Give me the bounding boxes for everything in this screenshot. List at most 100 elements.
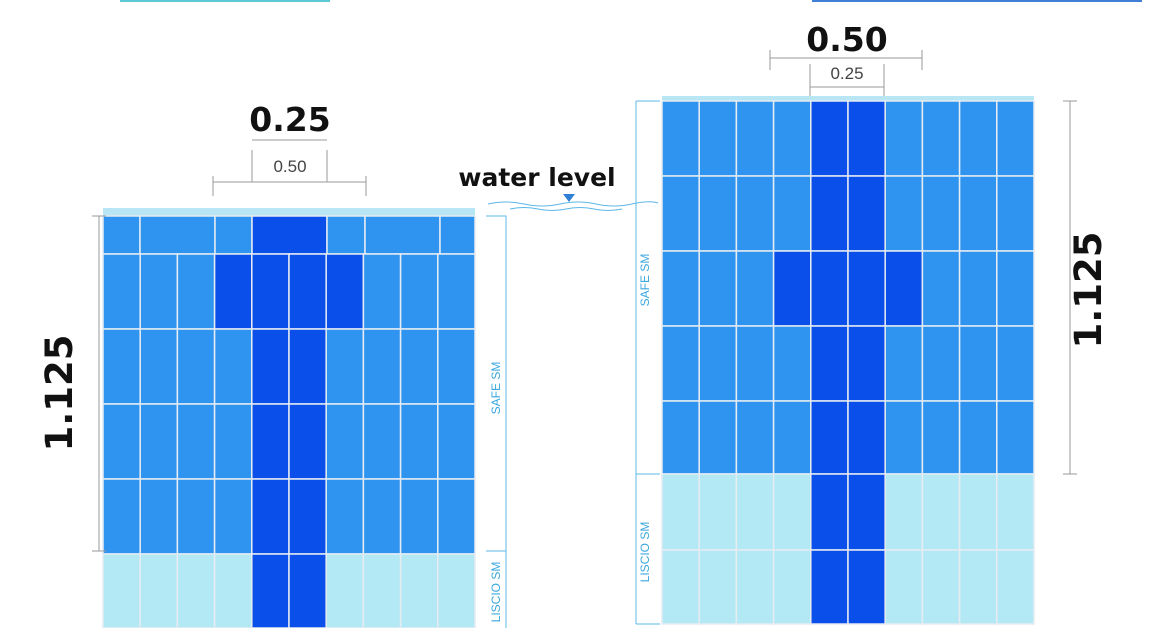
water-level-marker: water level bbox=[458, 163, 659, 211]
right-height-dimension bbox=[1063, 100, 1077, 475]
left-cell-r2-c7 bbox=[362, 403, 402, 480]
water-level-wave-2 bbox=[509, 207, 623, 211]
right-cell-r4-c8 bbox=[958, 400, 998, 475]
left-cell-r3-c9 bbox=[437, 478, 476, 555]
right-cell-r1-c0 bbox=[661, 175, 700, 252]
right-cell-r5-c2 bbox=[735, 473, 775, 551]
right-cell-r3-c6 bbox=[884, 325, 924, 402]
left-cell-r4-c6 bbox=[325, 553, 365, 628]
right-cell-r3-c1 bbox=[698, 325, 738, 402]
left-height-dimension bbox=[92, 215, 106, 552]
left-cell-r0-c0 bbox=[102, 253, 141, 330]
left-cell-r0-c3 bbox=[213, 253, 253, 330]
left-top-dimension bbox=[212, 176, 367, 196]
right-cell-r2-c3 bbox=[772, 250, 812, 327]
left-cell-r1-c1 bbox=[139, 328, 179, 405]
right-cell-r2-c5 bbox=[847, 250, 886, 327]
left-cell-r0-c6 bbox=[325, 253, 365, 330]
left-cell-r3-c3 bbox=[213, 478, 253, 555]
left-cell-r2-c9 bbox=[437, 403, 476, 480]
left-height-label: 1.125 bbox=[38, 334, 81, 451]
left-cell-r3-c8 bbox=[399, 478, 439, 555]
right-cell-r1-c4 bbox=[810, 175, 849, 252]
right-cell-r3-c8 bbox=[958, 325, 998, 402]
right-cell-r5-c9 bbox=[996, 473, 1035, 551]
left-cell-r4-c4 bbox=[251, 553, 290, 628]
right-cell-r0-c1 bbox=[698, 100, 738, 177]
right-cell-r6-c6 bbox=[884, 549, 924, 625]
left-zone-upper-label: SAFE SM bbox=[489, 362, 503, 415]
left-cell-r3-c0 bbox=[102, 478, 141, 555]
left-cell-r0-c1 bbox=[139, 215, 216, 255]
right-panel: 0.50 0.25 1.125 SAFE SM LISCIO SM bbox=[635, 20, 1110, 625]
right-cell-r2-c9 bbox=[996, 250, 1035, 327]
right-cell-r2-c6 bbox=[884, 250, 924, 327]
right-cell-r4-c2 bbox=[735, 400, 775, 475]
right-cell-r0-c6 bbox=[884, 100, 924, 177]
left-cell-r3-c1 bbox=[139, 478, 179, 555]
right-cell-r0-c0 bbox=[661, 100, 700, 177]
right-cell-r6-c8 bbox=[958, 549, 998, 625]
right-cell-r3-c3 bbox=[772, 325, 812, 402]
left-cell-r2-c8 bbox=[399, 403, 439, 480]
right-cell-r4-c0 bbox=[661, 400, 700, 475]
left-cell-r1-c7 bbox=[362, 328, 402, 405]
right-cell-r6-c9 bbox=[996, 549, 1035, 625]
right-cells bbox=[661, 100, 1035, 625]
left-cell-r1-c0 bbox=[102, 328, 141, 405]
water-level-label: water level bbox=[458, 163, 615, 192]
right-cell-r5-c3 bbox=[772, 473, 812, 551]
right-cell-r6-c2 bbox=[735, 549, 775, 625]
left-cell-r3-c5 bbox=[288, 478, 327, 555]
left-top-band bbox=[103, 208, 475, 216]
right-cell-r3-c5 bbox=[847, 325, 886, 402]
right-top-band bbox=[662, 96, 1034, 101]
right-cell-r6-c4 bbox=[810, 549, 849, 625]
right-cell-r1-c7 bbox=[921, 175, 961, 252]
right-cell-r4-c1 bbox=[698, 400, 738, 475]
left-cell-r1-c9 bbox=[437, 328, 476, 405]
right-cell-r6-c0 bbox=[661, 549, 700, 625]
right-cell-r1-c5 bbox=[847, 175, 886, 252]
right-cell-r5-c6 bbox=[884, 473, 924, 551]
right-cell-r0-c8 bbox=[958, 100, 998, 177]
left-inner-dimension bbox=[251, 139, 328, 182]
right-cell-r0-c5 bbox=[847, 100, 886, 177]
right-cell-r2-c0 bbox=[661, 250, 700, 327]
right-cell-r0-c2 bbox=[735, 100, 775, 177]
right-cell-r5-c4 bbox=[810, 473, 849, 551]
left-cell-r0-c7 bbox=[362, 253, 402, 330]
left-cell-r4-c1 bbox=[139, 553, 179, 628]
left-cell-r4-c9 bbox=[437, 553, 476, 628]
left-cell-r0-c4 bbox=[326, 215, 366, 255]
right-cell-r2-c1 bbox=[698, 250, 738, 327]
left-cell-r3-c6 bbox=[325, 478, 365, 555]
right-cell-r5-c7 bbox=[921, 473, 961, 551]
left-cell-r0-c5 bbox=[288, 253, 327, 330]
right-cell-r5-c8 bbox=[958, 473, 998, 551]
left-cell-r4-c0 bbox=[102, 553, 141, 628]
left-cell-r3-c4 bbox=[251, 478, 290, 555]
right-cell-r4-c7 bbox=[921, 400, 961, 475]
left-cell-r0-c4 bbox=[251, 253, 290, 330]
left-cell-r2-c3 bbox=[213, 403, 253, 480]
right-cell-r0-c4 bbox=[810, 100, 849, 177]
right-cell-r3-c0 bbox=[661, 325, 700, 402]
left-inner-label: 0.50 bbox=[273, 157, 306, 176]
left-cell-r2-c1 bbox=[139, 403, 179, 480]
right-cell-r3-c4 bbox=[810, 325, 849, 402]
right-cell-r6-c5 bbox=[847, 549, 886, 625]
right-cell-r2-c2 bbox=[735, 250, 775, 327]
left-cell-r0-c3 bbox=[251, 215, 328, 255]
left-cell-r2-c6 bbox=[325, 403, 365, 480]
left-cell-r0-c5 bbox=[364, 215, 441, 255]
right-cell-r4-c4 bbox=[810, 400, 849, 475]
left-cell-r1-c4 bbox=[251, 328, 290, 405]
right-cell-r0-c3 bbox=[772, 100, 812, 177]
water-level-triangle-icon bbox=[563, 194, 575, 202]
right-cell-r0-c7 bbox=[921, 100, 961, 177]
right-cell-r2-c7 bbox=[921, 250, 961, 327]
left-top-label: 0.25 bbox=[249, 100, 330, 139]
right-cell-r4-c5 bbox=[847, 400, 886, 475]
